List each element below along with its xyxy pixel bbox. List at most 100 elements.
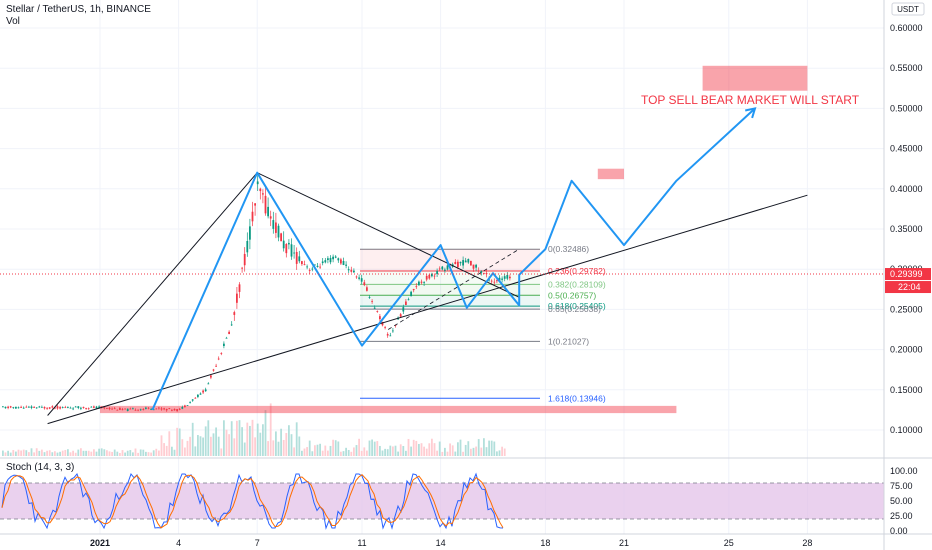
candle-body: [35, 407, 38, 409]
candle-body: [82, 406, 85, 408]
volume-bar: [236, 420, 238, 456]
last-price-label: 0.29399: [890, 269, 923, 279]
volume-bar: [33, 452, 35, 456]
candle-body: [116, 409, 119, 411]
volume-bar: [389, 445, 392, 456]
candle-body: [275, 222, 277, 233]
volume-bar: [314, 445, 316, 456]
volume-bar: [64, 449, 67, 456]
candle-body: [337, 258, 340, 261]
price-tick-label: 0.35000: [890, 224, 923, 234]
candle-body: [230, 324, 233, 326]
volume-bar: [418, 443, 420, 456]
candle-body: [238, 284, 241, 292]
stoch-tick-label: 25.00: [890, 511, 913, 521]
volume-bar: [163, 443, 165, 456]
candle-body: [106, 408, 108, 409]
volume-bar: [67, 449, 69, 456]
candle-body: [381, 321, 384, 326]
candle-body: [124, 408, 126, 410]
volume-bar: [353, 447, 355, 456]
volume-bar: [262, 424, 264, 456]
volume-bar: [98, 448, 100, 456]
volume-bar: [269, 403, 272, 456]
zone-rect: [100, 405, 677, 414]
volume-bar: [480, 447, 483, 456]
fib-level-label: 0.65(0.25038): [548, 304, 601, 314]
candle-body: [160, 408, 163, 410]
volume-bar: [319, 443, 321, 456]
volume-bar: [436, 450, 438, 456]
volume-bar: [152, 450, 155, 456]
volume-bar: [345, 447, 347, 456]
candle-body: [241, 267, 243, 269]
last-price-badge: [885, 268, 931, 281]
candle-body: [379, 316, 381, 320]
fib-band: [360, 249, 540, 271]
volume-bars: [2, 403, 506, 456]
stoch-tick-label: 100.00: [890, 466, 918, 476]
candle-body: [186, 405, 189, 406]
candle-body: [202, 390, 204, 393]
stoch-tick-label: 0.00: [890, 526, 908, 536]
volume-bar: [311, 451, 314, 456]
candle-body: [316, 265, 319, 268]
volume-bar: [111, 451, 113, 456]
volume-bar: [498, 450, 501, 456]
volume-bar: [95, 451, 98, 456]
volume-bar: [233, 438, 236, 456]
projection-path: [151, 107, 757, 411]
volume-bar: [420, 443, 423, 456]
volume-bar: [425, 448, 428, 456]
volume-bar: [25, 450, 28, 456]
candle-body: [119, 408, 121, 410]
candle-body: [56, 406, 59, 409]
candle-body: [464, 260, 467, 263]
volume-bar: [379, 445, 381, 456]
volume-bar: [145, 451, 147, 456]
candle-body: [225, 337, 228, 339]
price-tick-label: 0.20000: [890, 345, 923, 355]
volume-bar: [189, 436, 191, 456]
volume-bar: [142, 449, 145, 456]
projection-arrowhead: [745, 107, 757, 119]
volume-bar: [51, 452, 54, 456]
volume-bar: [290, 434, 293, 456]
volume-bar: [124, 452, 126, 456]
volume-bar: [41, 449, 43, 456]
candle-body: [134, 409, 137, 411]
candle-body: [384, 326, 386, 328]
volume-bar: [223, 420, 225, 456]
volume-bar: [173, 449, 176, 456]
fib-level-label: 0.5(0.26757): [548, 290, 596, 300]
time-tick-label: 28: [802, 538, 812, 548]
trendline: [47, 194, 808, 425]
volume-bar: [275, 431, 277, 456]
volume-bar: [15, 451, 17, 456]
time-tick-label: 18: [540, 538, 550, 548]
volume-bar: [176, 427, 178, 456]
candle-body: [314, 264, 316, 266]
candle-body: [20, 406, 22, 408]
candle-body: [475, 264, 477, 268]
volume-bar: [483, 438, 485, 456]
fib-band: [360, 284, 540, 296]
candle-body: [191, 399, 194, 401]
volume-bar: [327, 450, 329, 456]
candle-body: [181, 407, 184, 409]
volume-bar: [384, 448, 386, 456]
volume-bar: [332, 439, 334, 456]
candle-body: [171, 409, 173, 411]
candle-body: [129, 408, 132, 410]
candle-body: [418, 281, 420, 286]
candle-body: [311, 268, 314, 270]
candle-body: [376, 310, 379, 312]
candle-body: [423, 282, 425, 284]
candle-body: [368, 297, 371, 298]
price-tick-label: 0.10000: [890, 425, 923, 435]
fib-level-label: 1.618(0.13946): [548, 393, 606, 403]
candle-body: [90, 406, 93, 408]
volume-bar: [4, 452, 7, 456]
volume-bar: [277, 441, 280, 456]
